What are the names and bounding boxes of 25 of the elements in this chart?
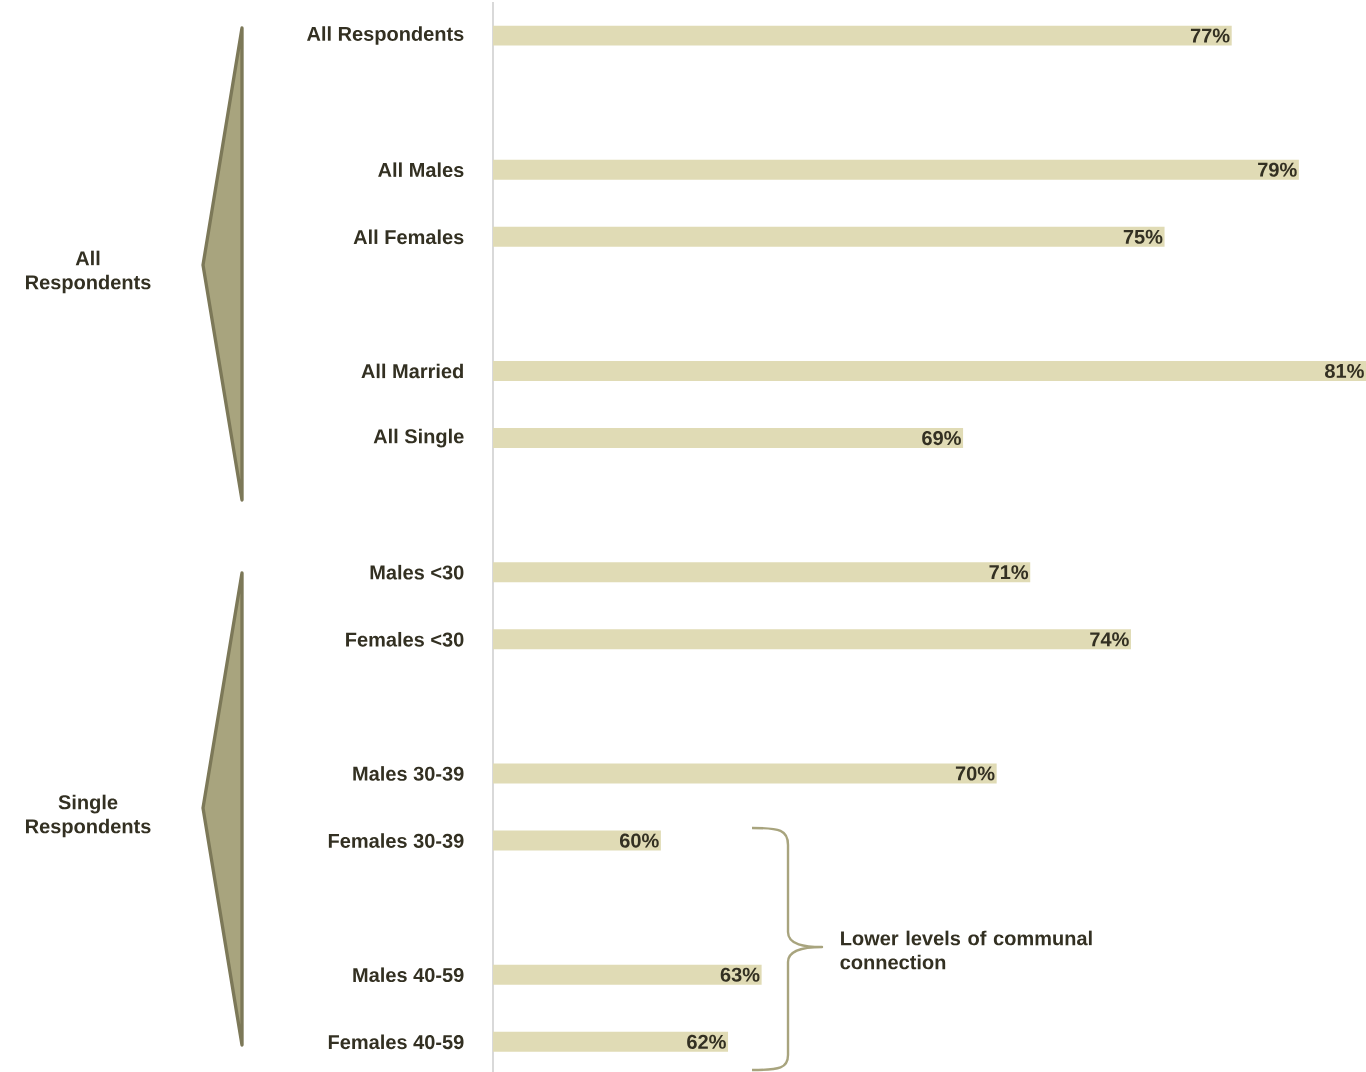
data-label: 69%: [922, 430, 961, 446]
text: All Respondents: [26, 250, 151, 294]
data-label: 60%: [620, 833, 659, 848]
y-tick-label: All Respondents: [307, 26, 464, 45]
y-tick-label: All Males: [378, 162, 464, 178]
y-tick-label: Males 30-39: [353, 766, 464, 781]
data-label: 62%: [687, 1034, 726, 1049]
text: Single Respondents: [26, 794, 151, 838]
data-label: 71%: [989, 565, 1029, 580]
y-tick-label: All Married: [361, 363, 463, 379]
data-label: 75%: [1123, 229, 1163, 244]
y-tick-label: Females 30-39: [328, 833, 464, 848]
data-label: 79%: [1258, 162, 1297, 177]
data-label: 63%: [720, 967, 760, 982]
y-tick-label: Females <30: [346, 631, 464, 647]
data-label: 77%: [1190, 28, 1230, 43]
annotation: Lower levels of communal connection: [840, 930, 1092, 970]
data-label: 70%: [955, 766, 995, 781]
data-label: 74%: [1090, 632, 1129, 647]
y-tick-label: Females 40-59: [328, 1034, 464, 1050]
y-tick-label: All Single: [373, 428, 464, 448]
y-tick-label: All Females: [353, 229, 464, 245]
data-label: 81%: [1325, 363, 1364, 379]
y-tick-label: Males 40-59: [353, 967, 464, 983]
y-tick-label: Males <30: [370, 564, 464, 580]
